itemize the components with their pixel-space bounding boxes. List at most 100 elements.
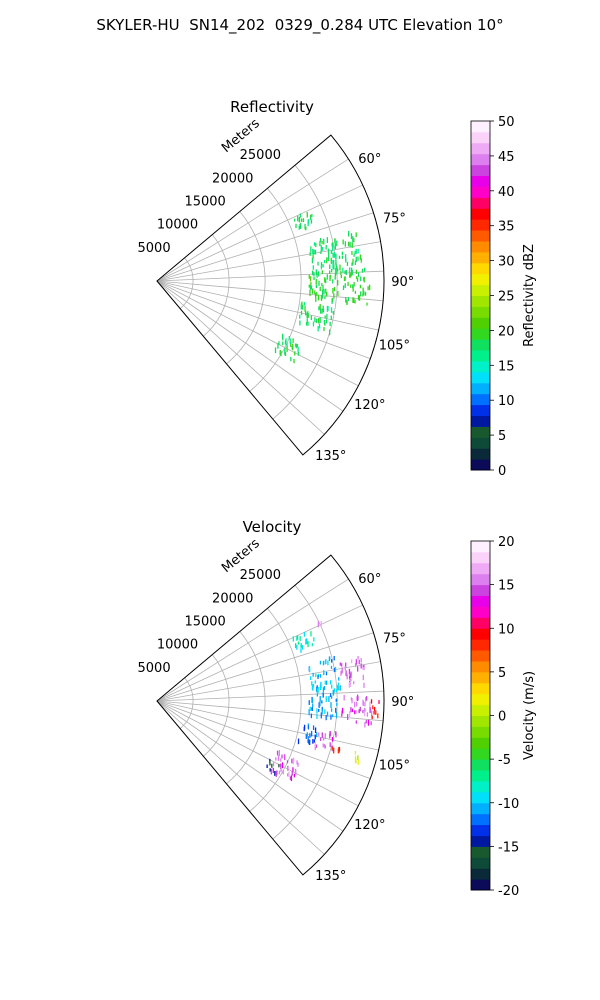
radar-gate <box>360 663 362 669</box>
radar-gate <box>352 236 354 243</box>
radar-gate <box>350 233 353 240</box>
radar-gate <box>318 673 320 678</box>
radar-gate <box>310 246 312 252</box>
radar-gate <box>348 230 350 237</box>
radar-gate <box>318 732 320 737</box>
radar-gate <box>314 734 316 740</box>
radar-gate <box>308 709 310 716</box>
radar-gate <box>364 708 366 712</box>
radar-gate <box>312 725 315 731</box>
colorbar-segment <box>471 175 490 187</box>
colorbar-segment <box>471 404 490 416</box>
radar-gate <box>313 637 315 642</box>
radar-gate <box>339 662 341 666</box>
radar-gate <box>312 254 314 259</box>
radar-gate <box>310 713 313 719</box>
colorbar-tick-label: -20 <box>498 884 519 899</box>
colorbar-segment <box>471 770 490 782</box>
radar-gate <box>323 289 325 295</box>
radar-gate <box>340 271 342 276</box>
radar-gate <box>324 660 327 665</box>
radar-gate <box>326 274 328 280</box>
subplot-title: Velocity <box>243 518 302 536</box>
radar-gate <box>309 739 311 745</box>
colorbar-segment <box>471 230 490 242</box>
radar-gate <box>289 338 291 344</box>
colorbar-segment <box>471 726 490 738</box>
radar-gate <box>312 684 315 688</box>
radar-gate <box>296 645 298 650</box>
colorbar-segment <box>471 835 490 847</box>
radar-gate <box>359 706 361 712</box>
radar-gate <box>362 287 364 294</box>
radar-gate <box>308 274 310 279</box>
radar-gate <box>292 758 294 765</box>
colorbar-segment <box>471 791 490 804</box>
radar-gate <box>321 240 323 245</box>
radar-gate <box>358 295 361 301</box>
radar-gate <box>346 673 348 678</box>
radar-gate <box>315 284 318 289</box>
radar-gate <box>318 280 320 286</box>
colorbar-segment <box>471 284 490 296</box>
radar-gate <box>314 727 317 734</box>
radar-gate <box>311 213 313 218</box>
subplot-title: Reflectivity <box>230 98 314 116</box>
radar-gate <box>360 276 362 282</box>
radar-gate <box>366 302 368 306</box>
radar-gate <box>292 767 294 772</box>
radar-gate <box>348 673 351 680</box>
radar-gate <box>311 681 313 686</box>
radar-gate <box>307 641 309 648</box>
radar-gate <box>278 341 280 345</box>
colorbar-segment <box>471 846 490 858</box>
colorbar-segment <box>471 153 490 166</box>
radar-gate <box>324 733 326 740</box>
radar-gate <box>325 671 328 676</box>
range-tick-label: 5000 <box>138 661 171 676</box>
radar-gate <box>324 709 326 714</box>
radar-gate <box>317 318 320 324</box>
radar-gate <box>378 700 380 704</box>
radar-gate <box>345 662 347 668</box>
radar-gate <box>299 213 302 218</box>
radar-gate <box>297 762 299 767</box>
radar-gate <box>360 258 362 263</box>
radar-gate <box>320 262 323 268</box>
radar-gate <box>282 341 284 346</box>
radar-gate <box>313 249 315 255</box>
radar-gate <box>369 708 371 714</box>
colorbar-label: Velocity (m/s) <box>522 671 537 760</box>
radar-gate <box>357 295 360 301</box>
radar-gate <box>297 346 299 353</box>
colorbar-segment <box>471 426 490 438</box>
radar-gate <box>299 314 301 319</box>
colorbar-segment <box>471 541 490 553</box>
azimuth-tick-label: 75° <box>383 211 406 226</box>
radar-gate <box>331 659 333 663</box>
azimuth-gridline <box>156 212 374 282</box>
colorbar-segment <box>471 240 490 253</box>
radar-gate <box>335 698 337 702</box>
colorbar-segment <box>471 857 490 869</box>
radar-gate <box>354 260 357 265</box>
radar-gate <box>325 715 327 721</box>
radar-gate <box>324 296 326 300</box>
radar-gate <box>312 739 314 744</box>
radar-gate <box>311 288 314 294</box>
radar-gate <box>329 270 331 274</box>
colorbar-segment <box>471 584 490 597</box>
radar-gate <box>315 744 318 748</box>
radar-gate <box>284 351 287 357</box>
azimuth-gridline <box>156 280 359 387</box>
azimuth-gridline <box>156 158 349 282</box>
radar-gate <box>296 344 298 348</box>
radar-gate <box>357 256 359 261</box>
radar-gate <box>331 260 333 264</box>
radar-gate <box>330 665 333 669</box>
radar-gate <box>278 750 280 757</box>
radar-gate <box>354 250 356 255</box>
radar-gate <box>312 265 314 270</box>
radar-gate <box>286 346 288 353</box>
colorbar-segment <box>471 360 490 373</box>
